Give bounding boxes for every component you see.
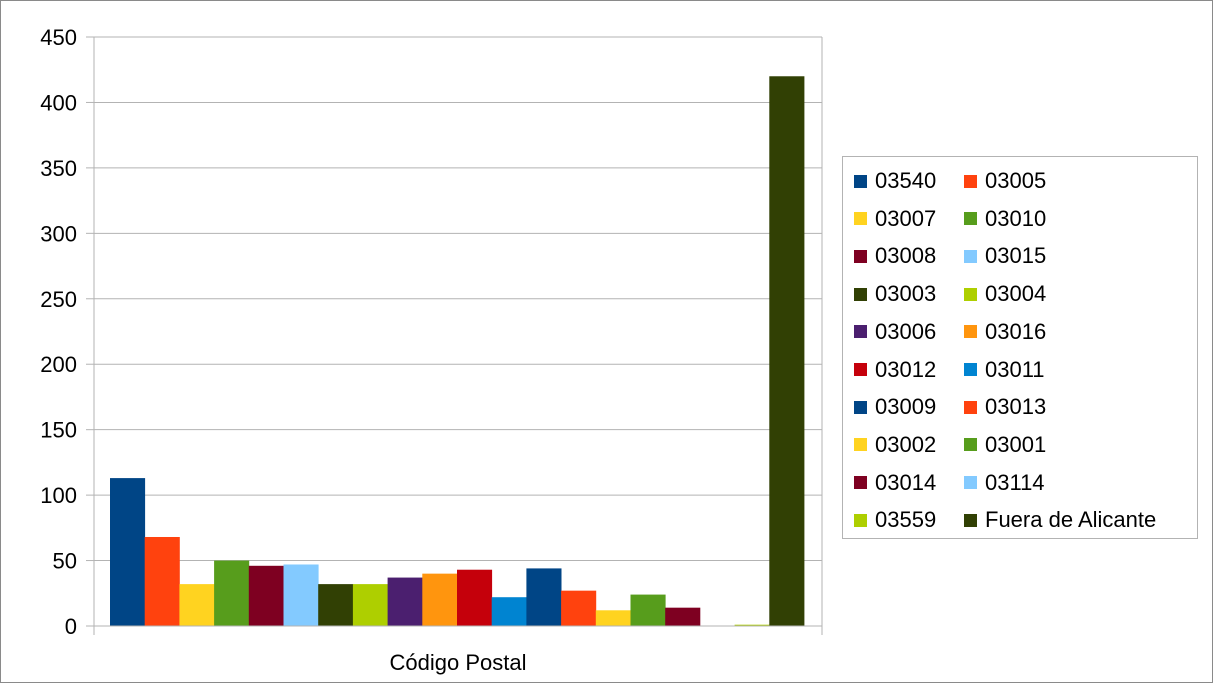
legend-item: 03001: [964, 431, 1047, 457]
legend-swatch: [854, 325, 867, 339]
legend-swatch: [854, 400, 867, 414]
legend-label: 03009: [875, 394, 937, 420]
bar-03014: [665, 607, 701, 626]
y-tick-label: 300: [40, 221, 77, 246]
y-tick-label: 250: [40, 287, 77, 312]
y-tick-label: 150: [40, 418, 77, 443]
legend-item: 03007: [854, 205, 937, 231]
legend-item: 03008: [854, 243, 937, 269]
bar-03005: [144, 536, 180, 626]
legend-label: 03011: [985, 356, 1045, 382]
y-tick-label: 0: [65, 614, 77, 639]
legend-label: 03012: [875, 356, 937, 382]
legend-swatch: [854, 212, 867, 226]
legend-item: Fuera de Alicante: [964, 507, 1157, 533]
legend-item: 03014: [854, 469, 937, 495]
legend-label: 03007: [875, 205, 937, 231]
legend-item: 03005: [964, 168, 1047, 193]
legend-swatch: [964, 174, 977, 188]
legend-label: 03114: [985, 469, 1045, 495]
legend-swatch: [964, 212, 977, 226]
legend-swatch: [964, 476, 977, 490]
bar-03008: [248, 565, 284, 626]
legend-item: 03559: [854, 507, 937, 533]
bar-03015: [283, 564, 319, 626]
bar-03009: [526, 568, 562, 626]
y-tick-label: 450: [40, 25, 77, 50]
legend-item: 03010: [964, 205, 1047, 231]
bar-03003: [318, 584, 354, 626]
legend-item: 03015: [964, 243, 1047, 269]
legend-label: 03008: [875, 243, 937, 269]
legend-label: 03006: [875, 318, 937, 344]
bar-03013: [561, 590, 597, 626]
y-tick-label: 50: [53, 549, 77, 574]
x-category-label: Código Postal: [390, 650, 527, 675]
legend-swatch: [964, 513, 977, 527]
y-tick-label: 200: [40, 352, 77, 377]
legend-label: 03014: [875, 469, 937, 495]
legend-item: 03009: [854, 394, 937, 420]
legend-item: 03002: [854, 431, 937, 457]
legend-item: 03012: [854, 356, 937, 382]
legend-swatch: [964, 363, 977, 376]
y-tick-label: 400: [40, 90, 77, 115]
y-tick-label: 100: [40, 483, 77, 508]
legend-item: 03540: [854, 168, 937, 193]
legend-label: 03013: [985, 394, 1047, 420]
legend-label: 03016: [985, 318, 1047, 344]
bar-fuera-de-alicante: [769, 76, 805, 627]
legend-item: 03003: [854, 281, 937, 307]
legend-swatch: [854, 476, 867, 490]
legend-swatch: [854, 287, 867, 301]
legend-swatch: [964, 287, 977, 301]
legend-swatch: [854, 174, 867, 188]
bar-03007: [179, 584, 215, 626]
legend-item: 03114: [964, 469, 1045, 495]
bar-03011: [491, 597, 527, 626]
legend-item: 03004: [964, 281, 1047, 307]
bar-03002: [595, 610, 631, 626]
legend-item: 03016: [964, 318, 1047, 344]
y-tick-label: 350: [40, 156, 77, 181]
legend-swatch: [964, 325, 977, 339]
legend-label: 03015: [985, 243, 1047, 269]
bar-03010: [214, 560, 250, 626]
bar-03540: [110, 478, 146, 626]
legend-label: 03559: [875, 507, 937, 533]
legend-swatch: [854, 363, 867, 376]
legend-label: 03001: [985, 431, 1047, 457]
legend-swatch: [964, 400, 977, 414]
bar-03012: [457, 569, 493, 626]
legend-label: 03005: [985, 168, 1047, 193]
bar-03004: [352, 584, 388, 626]
legend-label: Fuera de Alicante: [985, 507, 1157, 533]
bar-03016: [422, 573, 458, 626]
legend-swatch: [964, 249, 977, 263]
legend-item: 03013: [964, 394, 1047, 420]
legend-swatch: [854, 438, 867, 452]
legend-label: 03010: [985, 205, 1047, 231]
legend-label: 03540: [875, 168, 937, 193]
legend-label: 03004: [985, 281, 1047, 307]
legend-swatch: [854, 513, 867, 527]
legend-label: 03003: [875, 281, 937, 307]
legend: 03540 03005 03007 03010 03008 03015 03003 03004…: [842, 156, 1198, 539]
bar-03559: [734, 624, 770, 626]
legend-label: 03002: [875, 431, 937, 457]
legend-item: 03006: [854, 318, 937, 344]
legend-item: 03011: [964, 356, 1045, 382]
legend-swatch: [854, 249, 867, 263]
legend-swatch: [964, 438, 977, 452]
bar-03006: [387, 577, 423, 626]
bar-03001: [630, 594, 666, 626]
